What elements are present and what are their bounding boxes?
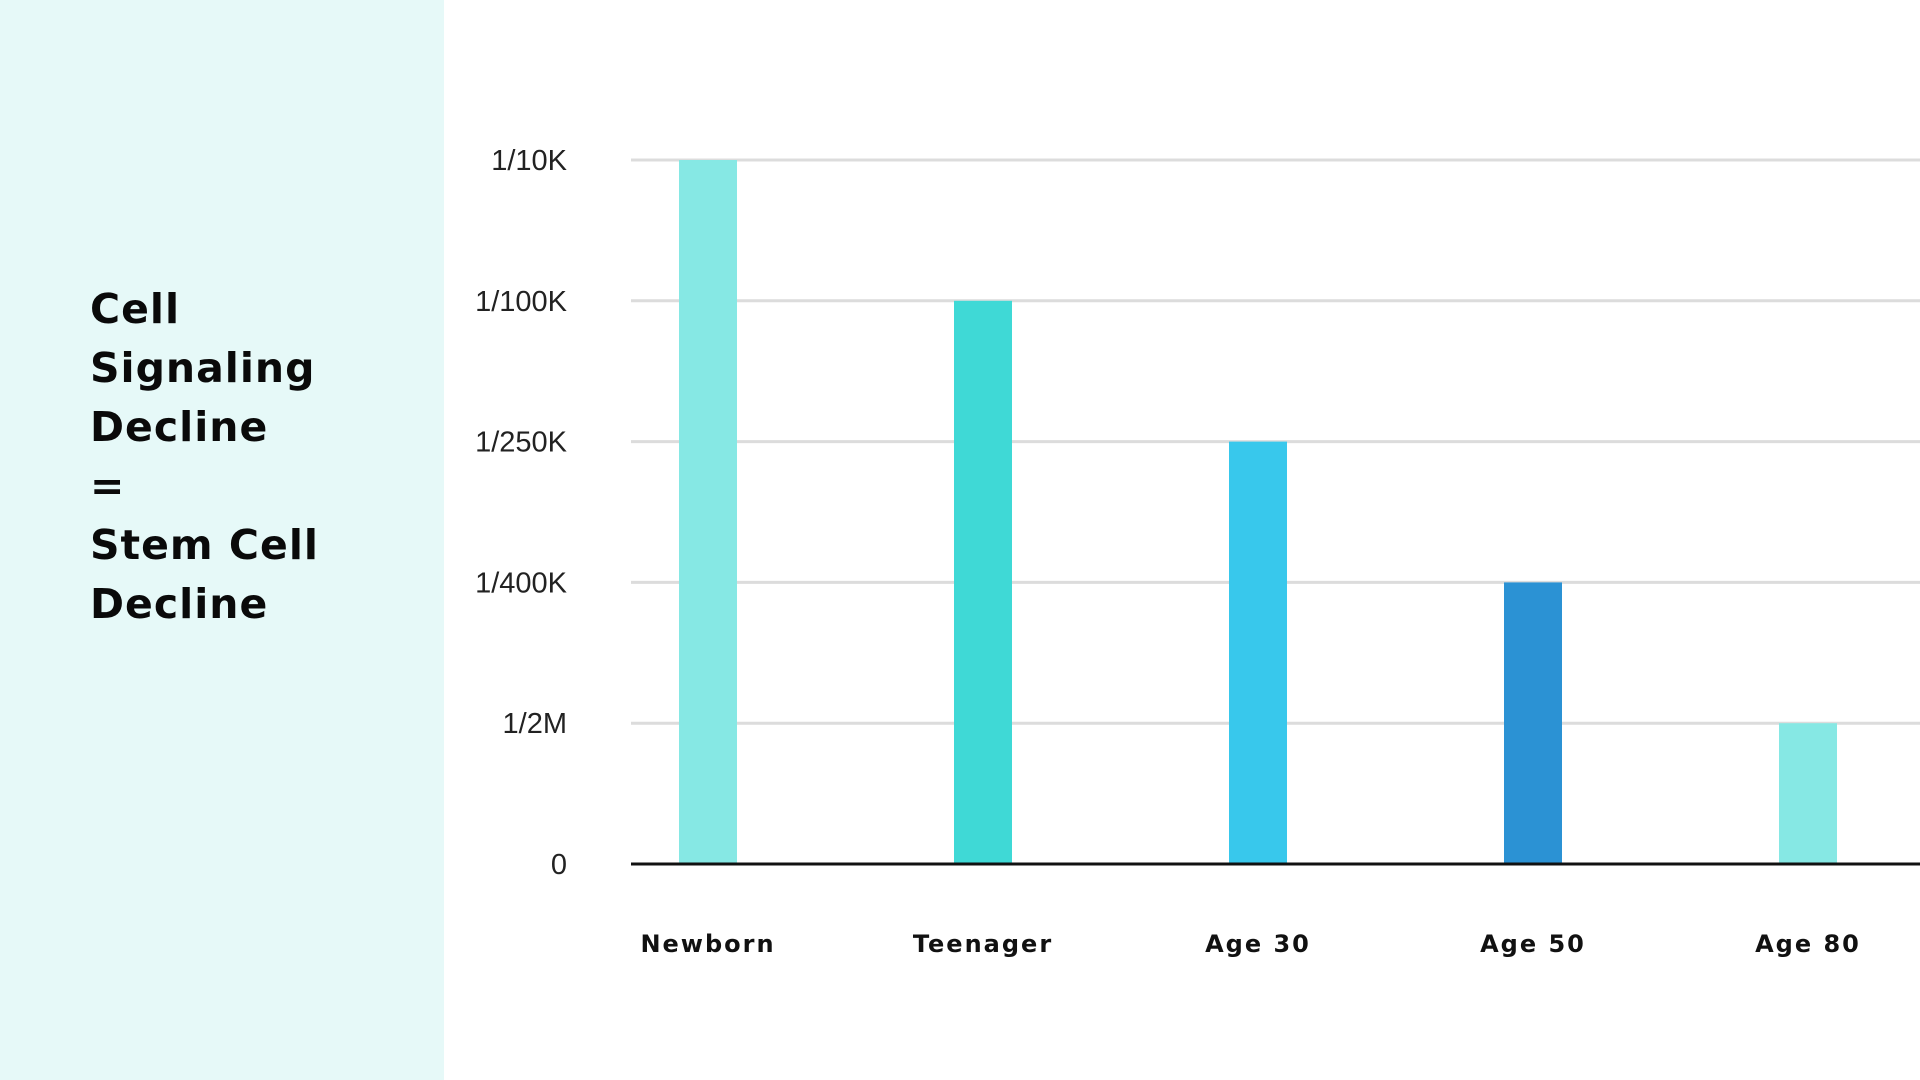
title-line-6: Decline (90, 580, 269, 628)
y-tick-label: 0 (551, 849, 567, 881)
y-tick-label: 1/250K (475, 427, 568, 459)
title-line-4: = (90, 462, 126, 510)
title-line-1: Cell (90, 285, 181, 333)
x-category-label: Teenager (913, 930, 1053, 958)
slide-title: Cell Signaling Decline = Stem Cell Decli… (90, 280, 430, 634)
title-line-3: Decline (90, 403, 269, 451)
side-panel: Cell Signaling Decline = Stem Cell Decli… (0, 0, 444, 1080)
bar-age-80 (1779, 723, 1837, 864)
bar-newborn (679, 160, 737, 864)
y-tick-label: 1/2M (503, 708, 567, 740)
bar-age-50 (1504, 582, 1562, 864)
bar-teenager (954, 300, 1012, 864)
x-category-label: Newborn (640, 930, 775, 958)
y-tick-label: 1/100K (475, 286, 568, 318)
y-tick-label: 1/10K (491, 145, 567, 177)
title-line-2: Signaling (90, 344, 316, 392)
x-category-label: Age 50 (1480, 930, 1586, 958)
x-category-label: Age 30 (1205, 930, 1311, 958)
x-category-label: Age 80 (1755, 930, 1861, 958)
y-tick-label: 1/400K (475, 567, 568, 599)
bar-age-30 (1229, 441, 1287, 864)
title-line-5: Stem Cell (90, 521, 319, 569)
